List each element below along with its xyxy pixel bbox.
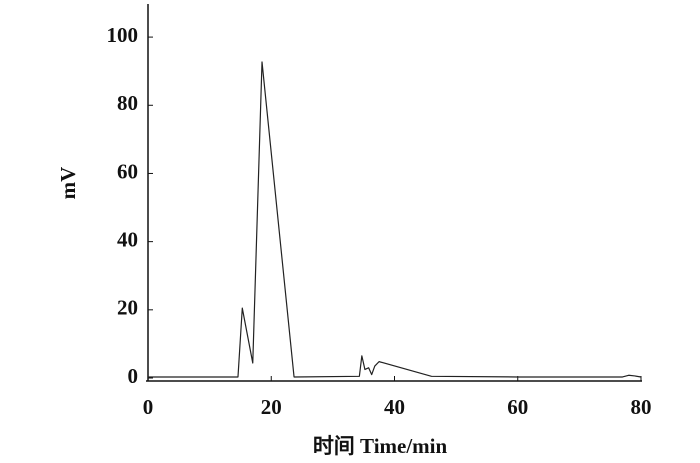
x-tick-label: 40 <box>384 395 405 419</box>
x-axis-label: 时间 Time/min <box>313 434 448 458</box>
y-tick-label: 40 <box>117 227 138 251</box>
y-tick-label: 20 <box>117 296 138 320</box>
x-tick-label: 0 <box>143 395 154 419</box>
line <box>148 61 642 378</box>
y-tick-label: 80 <box>117 91 138 115</box>
x-tick-label: 80 <box>631 395 652 419</box>
y-tick-label: 0 <box>128 364 139 388</box>
y-tick-label: 100 <box>107 23 139 47</box>
x-tick-label: 60 <box>507 395 528 419</box>
y-axis-label: mV <box>56 167 80 200</box>
x-tick-label: 20 <box>261 395 282 419</box>
y-tick-label: 60 <box>117 159 138 183</box>
